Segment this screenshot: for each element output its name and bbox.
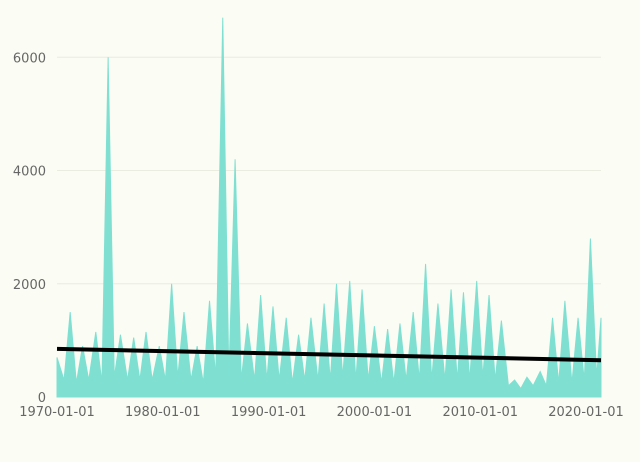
x-tick-label: 1990-01-01: [231, 405, 307, 420]
x-tick-label: 1970-01-01: [19, 405, 95, 420]
x-tick-label: 2010-01-01: [442, 405, 518, 420]
trend-series: [56, 346, 602, 363]
x-tick-label: 1980-01-01: [125, 405, 201, 420]
x-axis: 1970-01-01 1980-01-01 1990-01-01 2000-01-01…: [19, 405, 624, 420]
y-tick-label: 0: [38, 391, 46, 406]
trend-line: [56, 346, 602, 363]
area-series: [56, 17, 602, 398]
area-path: [56, 17, 602, 398]
y-tick-label: 4000: [13, 165, 46, 180]
y-axis: 0 2000 4000 6000: [13, 51, 46, 406]
gridlines: [57, 56, 601, 285]
y-tick-label: 6000: [13, 51, 46, 66]
x-tick-label: 2000-01-01: [337, 405, 413, 420]
x-tick-label: 2020-01-01: [548, 405, 624, 420]
y-tick-label: 2000: [13, 278, 46, 293]
